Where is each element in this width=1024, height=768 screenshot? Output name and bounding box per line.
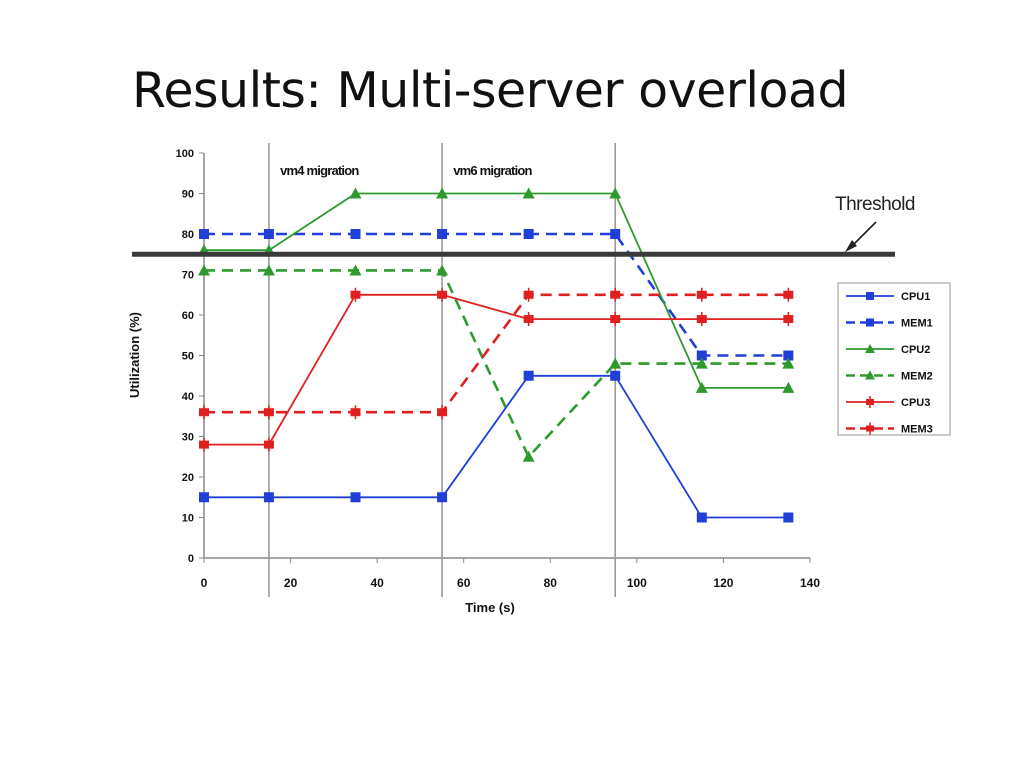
series-line-cpu3 bbox=[204, 293, 789, 446]
series-mem2 bbox=[198, 264, 795, 462]
y-tick-label: 90 bbox=[182, 189, 194, 201]
legend-marker bbox=[865, 344, 875, 353]
x-tick-label: 120 bbox=[713, 576, 733, 590]
data-point bbox=[783, 512, 794, 523]
legend-item-mem3: MEM3 bbox=[846, 422, 933, 436]
slide-title: Results: Multi-server overload bbox=[132, 62, 849, 119]
series-line-cpu1 bbox=[204, 374, 789, 519]
y-tick-label: 10 bbox=[182, 513, 194, 525]
legend-label: MEM1 bbox=[901, 318, 933, 330]
x-tick-label: 80 bbox=[544, 576, 558, 590]
data-point bbox=[782, 357, 795, 369]
legend-item-cpu3: CPU3 bbox=[846, 396, 930, 409]
y-tick-label: 80 bbox=[182, 229, 194, 241]
x-tick-label: 20 bbox=[284, 576, 298, 590]
data-point bbox=[696, 350, 707, 361]
legend-marker bbox=[866, 292, 874, 300]
y-tick-label: 60 bbox=[182, 310, 194, 322]
data-point bbox=[783, 350, 794, 361]
data-point bbox=[436, 264, 449, 276]
series-line-mem3 bbox=[204, 293, 789, 414]
threshold-label: Threshold bbox=[835, 194, 915, 215]
y-tick-label: 70 bbox=[182, 270, 194, 282]
legend-item-mem2: MEM2 bbox=[846, 370, 933, 383]
data-point bbox=[198, 264, 210, 276]
data-point bbox=[263, 229, 274, 239]
data-point bbox=[610, 229, 621, 239]
data-point bbox=[522, 187, 535, 199]
data-point bbox=[199, 229, 209, 239]
series-cpu3 bbox=[199, 287, 794, 452]
data-point bbox=[609, 357, 622, 369]
x-tick-label: 60 bbox=[457, 576, 471, 590]
y-tick-label: 20 bbox=[182, 472, 194, 484]
data-point bbox=[350, 229, 361, 239]
data-point bbox=[523, 229, 534, 239]
y-tick-label: 100 bbox=[176, 148, 194, 160]
data-point bbox=[696, 512, 707, 523]
legend-label: CPU1 bbox=[901, 291, 930, 303]
data-point bbox=[523, 370, 534, 381]
legend-marker bbox=[866, 318, 874, 327]
data-point bbox=[609, 187, 622, 199]
data-point bbox=[610, 370, 621, 381]
y-tick-label: 0 bbox=[188, 553, 194, 565]
chart-axes: 0 10 20 30 40 50 60 70 80 90 100 0 20 40 60 80 100 120 140 bbox=[176, 148, 821, 590]
x-tick-label: 100 bbox=[627, 576, 647, 590]
legend-item-mem1: MEM1 bbox=[846, 318, 933, 330]
event-label: vm6 migration bbox=[453, 163, 532, 178]
data-point bbox=[262, 264, 275, 276]
series-cpu1 bbox=[199, 370, 794, 523]
series-cpu2 bbox=[198, 187, 795, 393]
x-tick-label: 140 bbox=[800, 576, 820, 590]
data-point bbox=[436, 187, 449, 199]
threshold-layer: Threshold bbox=[132, 194, 916, 257]
event-label: vm4 migration bbox=[280, 163, 359, 178]
x-tick-label: 0 bbox=[201, 576, 208, 590]
y-tick-label: 50 bbox=[182, 351, 194, 363]
data-point bbox=[349, 187, 362, 199]
data-point bbox=[695, 357, 708, 369]
series-layer bbox=[198, 187, 795, 523]
series-mem3 bbox=[199, 287, 794, 420]
legend-item-cpu1: CPU1 bbox=[846, 291, 930, 303]
legend-label: MEM2 bbox=[901, 371, 933, 383]
threshold-arrowhead bbox=[845, 240, 857, 252]
data-point bbox=[437, 492, 448, 503]
data-point bbox=[437, 229, 448, 239]
chart-legend: CPU1 MEM1 CPU2 MEM2 CPU3 MEM3 bbox=[837, 282, 951, 436]
legend-label: CPU3 bbox=[901, 397, 930, 409]
series-line-mem1 bbox=[204, 232, 789, 357]
legend-label: MEM3 bbox=[901, 424, 933, 436]
series-mem1 bbox=[199, 229, 794, 361]
data-point bbox=[782, 381, 795, 393]
y-tick-label: 40 bbox=[182, 391, 194, 403]
y-tick-label: 30 bbox=[182, 432, 194, 444]
data-point bbox=[695, 381, 708, 393]
legend-marker bbox=[865, 370, 875, 380]
data-point bbox=[349, 264, 362, 276]
legend-label: CPU2 bbox=[901, 344, 930, 356]
data-point bbox=[199, 492, 209, 503]
data-point bbox=[522, 450, 535, 462]
x-tick-label: 40 bbox=[370, 576, 384, 590]
series-line-mem2 bbox=[204, 269, 789, 459]
legend-item-cpu2: CPU2 bbox=[846, 344, 930, 356]
legend-box bbox=[837, 282, 951, 436]
x-axis-label: Time (s) bbox=[465, 600, 515, 615]
series-line-cpu2 bbox=[204, 192, 789, 389]
y-axis-label: Utilization (%) bbox=[127, 312, 142, 398]
migration-events: vm4 migration vm6 migration bbox=[268, 143, 617, 597]
data-point bbox=[263, 492, 274, 503]
data-point bbox=[350, 492, 361, 503]
